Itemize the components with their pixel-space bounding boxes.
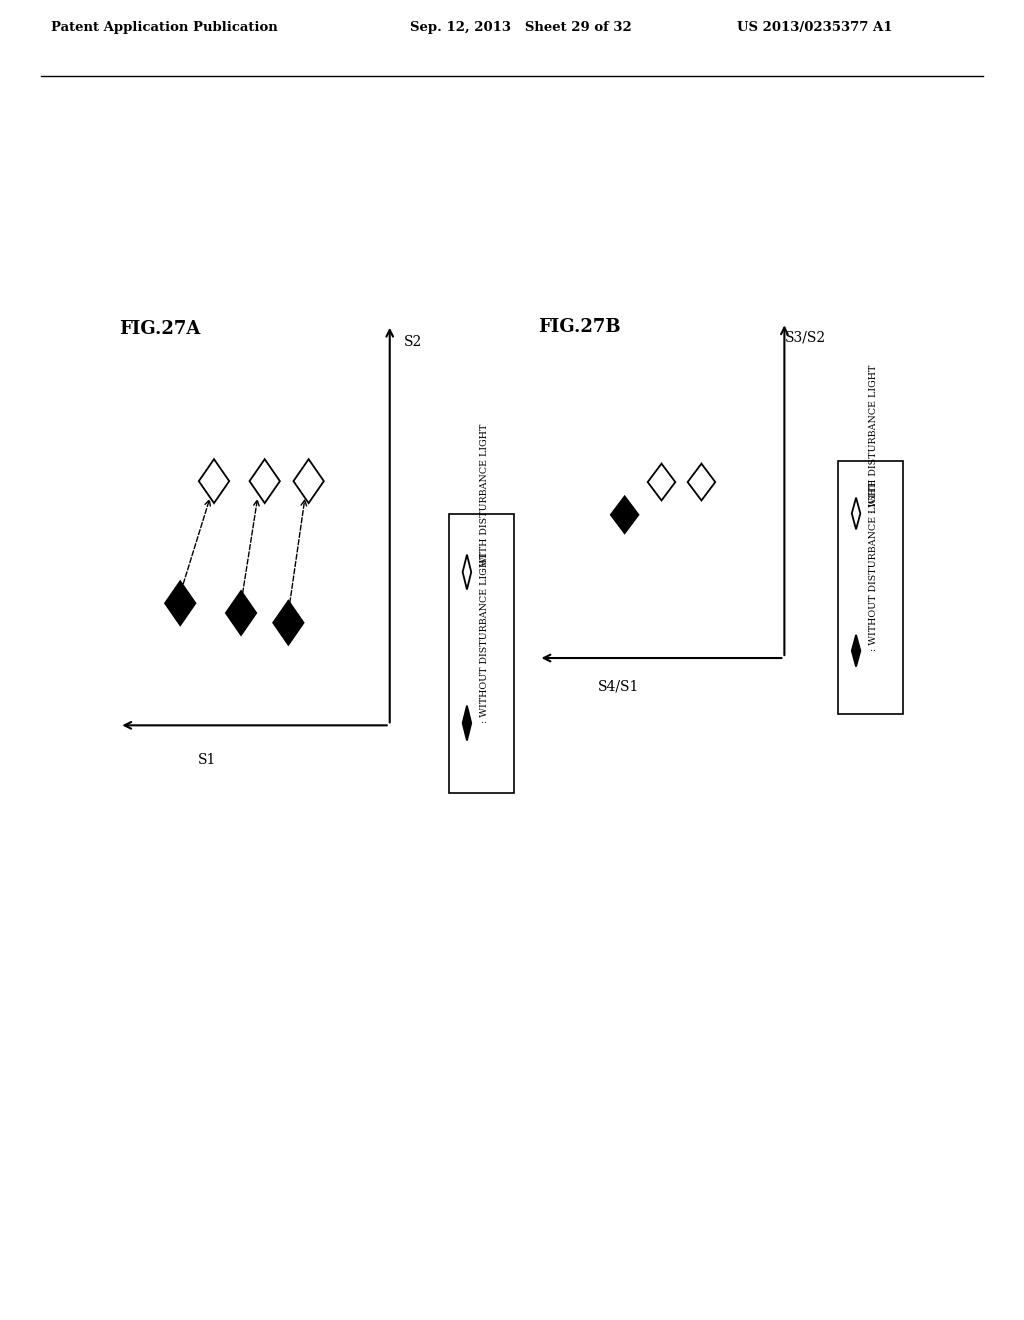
Polygon shape bbox=[273, 601, 303, 644]
Polygon shape bbox=[250, 459, 280, 503]
Polygon shape bbox=[852, 498, 860, 529]
Polygon shape bbox=[294, 459, 324, 503]
Polygon shape bbox=[199, 459, 229, 503]
Text: US 2013/0235377 A1: US 2013/0235377 A1 bbox=[737, 21, 893, 34]
Text: S4/S1: S4/S1 bbox=[598, 680, 639, 694]
Text: : WITH DISTURBANCE LIGHT: : WITH DISTURBANCE LIGHT bbox=[480, 424, 489, 572]
Polygon shape bbox=[648, 463, 676, 500]
Polygon shape bbox=[610, 496, 639, 533]
Text: : WITHOUT DISTURBANCE LIGHT: : WITHOUT DISTURBANCE LIGHT bbox=[869, 480, 879, 651]
Text: S3/S2: S3/S2 bbox=[785, 330, 826, 345]
Text: Sep. 12, 2013   Sheet 29 of 32: Sep. 12, 2013 Sheet 29 of 32 bbox=[410, 21, 632, 34]
Text: S1: S1 bbox=[198, 754, 216, 767]
Polygon shape bbox=[688, 463, 716, 500]
Text: FIG.27B: FIG.27B bbox=[539, 318, 622, 337]
Polygon shape bbox=[463, 706, 471, 741]
Polygon shape bbox=[852, 635, 860, 667]
Text: Patent Application Publication: Patent Application Publication bbox=[51, 21, 278, 34]
Text: S2: S2 bbox=[404, 334, 423, 348]
Polygon shape bbox=[463, 554, 471, 590]
Polygon shape bbox=[165, 581, 196, 626]
Text: : WITH DISTURBANCE LIGHT: : WITH DISTURBANCE LIGHT bbox=[869, 366, 879, 513]
Text: FIG.27A: FIG.27A bbox=[120, 319, 201, 338]
Text: : WITHOUT DISTURBANCE LIGHT: : WITHOUT DISTURBANCE LIGHT bbox=[480, 553, 489, 723]
Polygon shape bbox=[226, 591, 256, 635]
